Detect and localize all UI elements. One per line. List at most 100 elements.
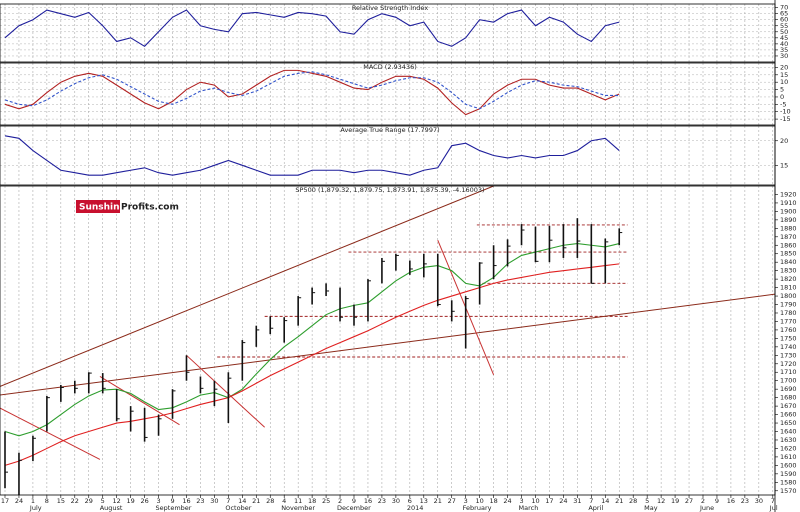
month-label: October — [225, 504, 251, 512]
y-tick-label: 1780 — [780, 309, 797, 317]
x-tick-label: 21 — [252, 497, 260, 505]
month-label: June — [699, 504, 714, 512]
panel-title: Relative Strength Index — [352, 4, 429, 12]
x-tick-label: 1 — [31, 497, 35, 505]
y-tick-label: 35 — [780, 46, 788, 54]
x-tick-label: 11 — [294, 497, 302, 505]
x-tick-label: 24 — [503, 497, 511, 505]
month-label: Jul — [769, 504, 778, 512]
month-label: July — [29, 504, 42, 512]
month-label: December — [337, 504, 371, 512]
y-tick-label: 1720 — [780, 360, 797, 368]
x-tick-label: 3 — [464, 497, 468, 505]
x-tick-label: 24 — [15, 497, 23, 505]
x-tick-label: 30 — [755, 497, 763, 505]
x-tick-label: 25 — [322, 497, 330, 505]
y-tick-label: 1820 — [780, 275, 797, 283]
y-tick-label: 40 — [780, 40, 788, 48]
month-label: September — [156, 504, 192, 512]
y-tick-label: 1880 — [780, 224, 797, 232]
logo-box — [76, 200, 120, 213]
y-tick-label: 1630 — [780, 436, 797, 444]
x-tick-label: 9 — [170, 497, 174, 505]
y-tick-label: 1680 — [780, 394, 797, 402]
y-tick-label: 0 — [780, 93, 784, 101]
y-tick-label: 1640 — [780, 428, 797, 436]
y-tick-label: 1910 — [780, 199, 797, 207]
y-tick-label: 1740 — [780, 343, 797, 351]
y-tick-label: 50 — [780, 28, 788, 36]
data-line — [4, 69, 620, 116]
panel-data — [0, 186, 775, 495]
month-label: August — [100, 504, 123, 512]
x-tick-label: 21 — [434, 497, 442, 505]
x-tick-label: 17 — [545, 497, 553, 505]
data-line — [4, 9, 620, 47]
x-tick-label: 26 — [140, 497, 148, 505]
x-tick-label: 16 — [364, 497, 372, 505]
data-line — [4, 71, 620, 110]
data-line — [4, 263, 620, 466]
y-tick-label: 65 — [780, 10, 788, 18]
x-tick-label: 8 — [45, 497, 49, 505]
x-tick-label: 30 — [392, 497, 400, 505]
y-tick-label: 1810 — [780, 284, 797, 292]
panel-data — [4, 135, 620, 176]
x-tick-label: 12 — [657, 497, 665, 505]
y-tick-label: 1610 — [780, 453, 797, 461]
y-tick-label: 15 — [780, 161, 788, 169]
y-tick-label: -5 — [780, 100, 786, 108]
y-tick-label: 1690 — [780, 385, 797, 393]
y-tick-label: 1850 — [780, 250, 797, 258]
x-tick-label: 23 — [741, 497, 749, 505]
x-tick-label: 18 — [489, 497, 497, 505]
panel-title: Average True Range (17.7997) — [340, 126, 439, 134]
y-tick-label: 1580 — [780, 478, 797, 486]
y-tick-label: 1710 — [780, 368, 797, 376]
y-tick-label: 30 — [780, 52, 788, 60]
x-tick-label: 27 — [685, 497, 693, 505]
y-tick-label: 55 — [780, 22, 788, 30]
x-tick-label: 7 — [226, 497, 230, 505]
y-tick-label: 1730 — [780, 351, 797, 359]
y-tick-label: 5 — [780, 86, 784, 94]
y-tick-label: 1920 — [780, 190, 797, 198]
x-tick-label: 22 — [71, 497, 79, 505]
x-tick-label: 21 — [615, 497, 623, 505]
x-tick-label: 7 — [589, 497, 593, 505]
y-tick-label: 1800 — [780, 292, 797, 300]
y-tick-label: 10 — [780, 78, 788, 86]
x-tick-label: 14 — [601, 497, 609, 505]
y-tick-label: -10 — [780, 108, 791, 116]
x-tick-label: 17 — [1, 497, 9, 505]
x-tick-label: 6 — [408, 497, 412, 505]
x-tick-label: 12 — [113, 497, 121, 505]
x-tick-label: 10 — [531, 497, 539, 505]
y-tick-label: 1870 — [780, 233, 797, 241]
x-tick-label: 23 — [196, 497, 204, 505]
panel-data — [4, 9, 620, 47]
y-tick-label: 45 — [780, 34, 788, 42]
x-tick-label: 2 — [338, 497, 342, 505]
y-tick-label: 1860 — [780, 241, 797, 249]
logo-text: Sunshine — [79, 203, 126, 213]
month-label: April — [588, 504, 603, 512]
x-tick-label: 3 — [156, 497, 160, 505]
y-tick-label: 1700 — [780, 377, 797, 385]
month-label: May — [644, 504, 658, 512]
y-tick-label: 1750 — [780, 334, 797, 342]
x-tick-label: 5 — [101, 497, 105, 505]
x-tick-label: 16 — [182, 497, 190, 505]
x-tick-label: 9 — [352, 497, 356, 505]
logo-text: Profits.com — [121, 203, 179, 213]
data-line — [4, 135, 620, 176]
y-tick-label: 1760 — [780, 326, 797, 334]
y-tick-label: -15 — [780, 115, 791, 123]
y-tick-label: 1590 — [780, 470, 797, 478]
x-tick-label: 13 — [420, 497, 428, 505]
x-tick-label: 16 — [727, 497, 735, 505]
y-tick-label: 1790 — [780, 301, 797, 309]
y-tick-label: 1660 — [780, 411, 797, 419]
